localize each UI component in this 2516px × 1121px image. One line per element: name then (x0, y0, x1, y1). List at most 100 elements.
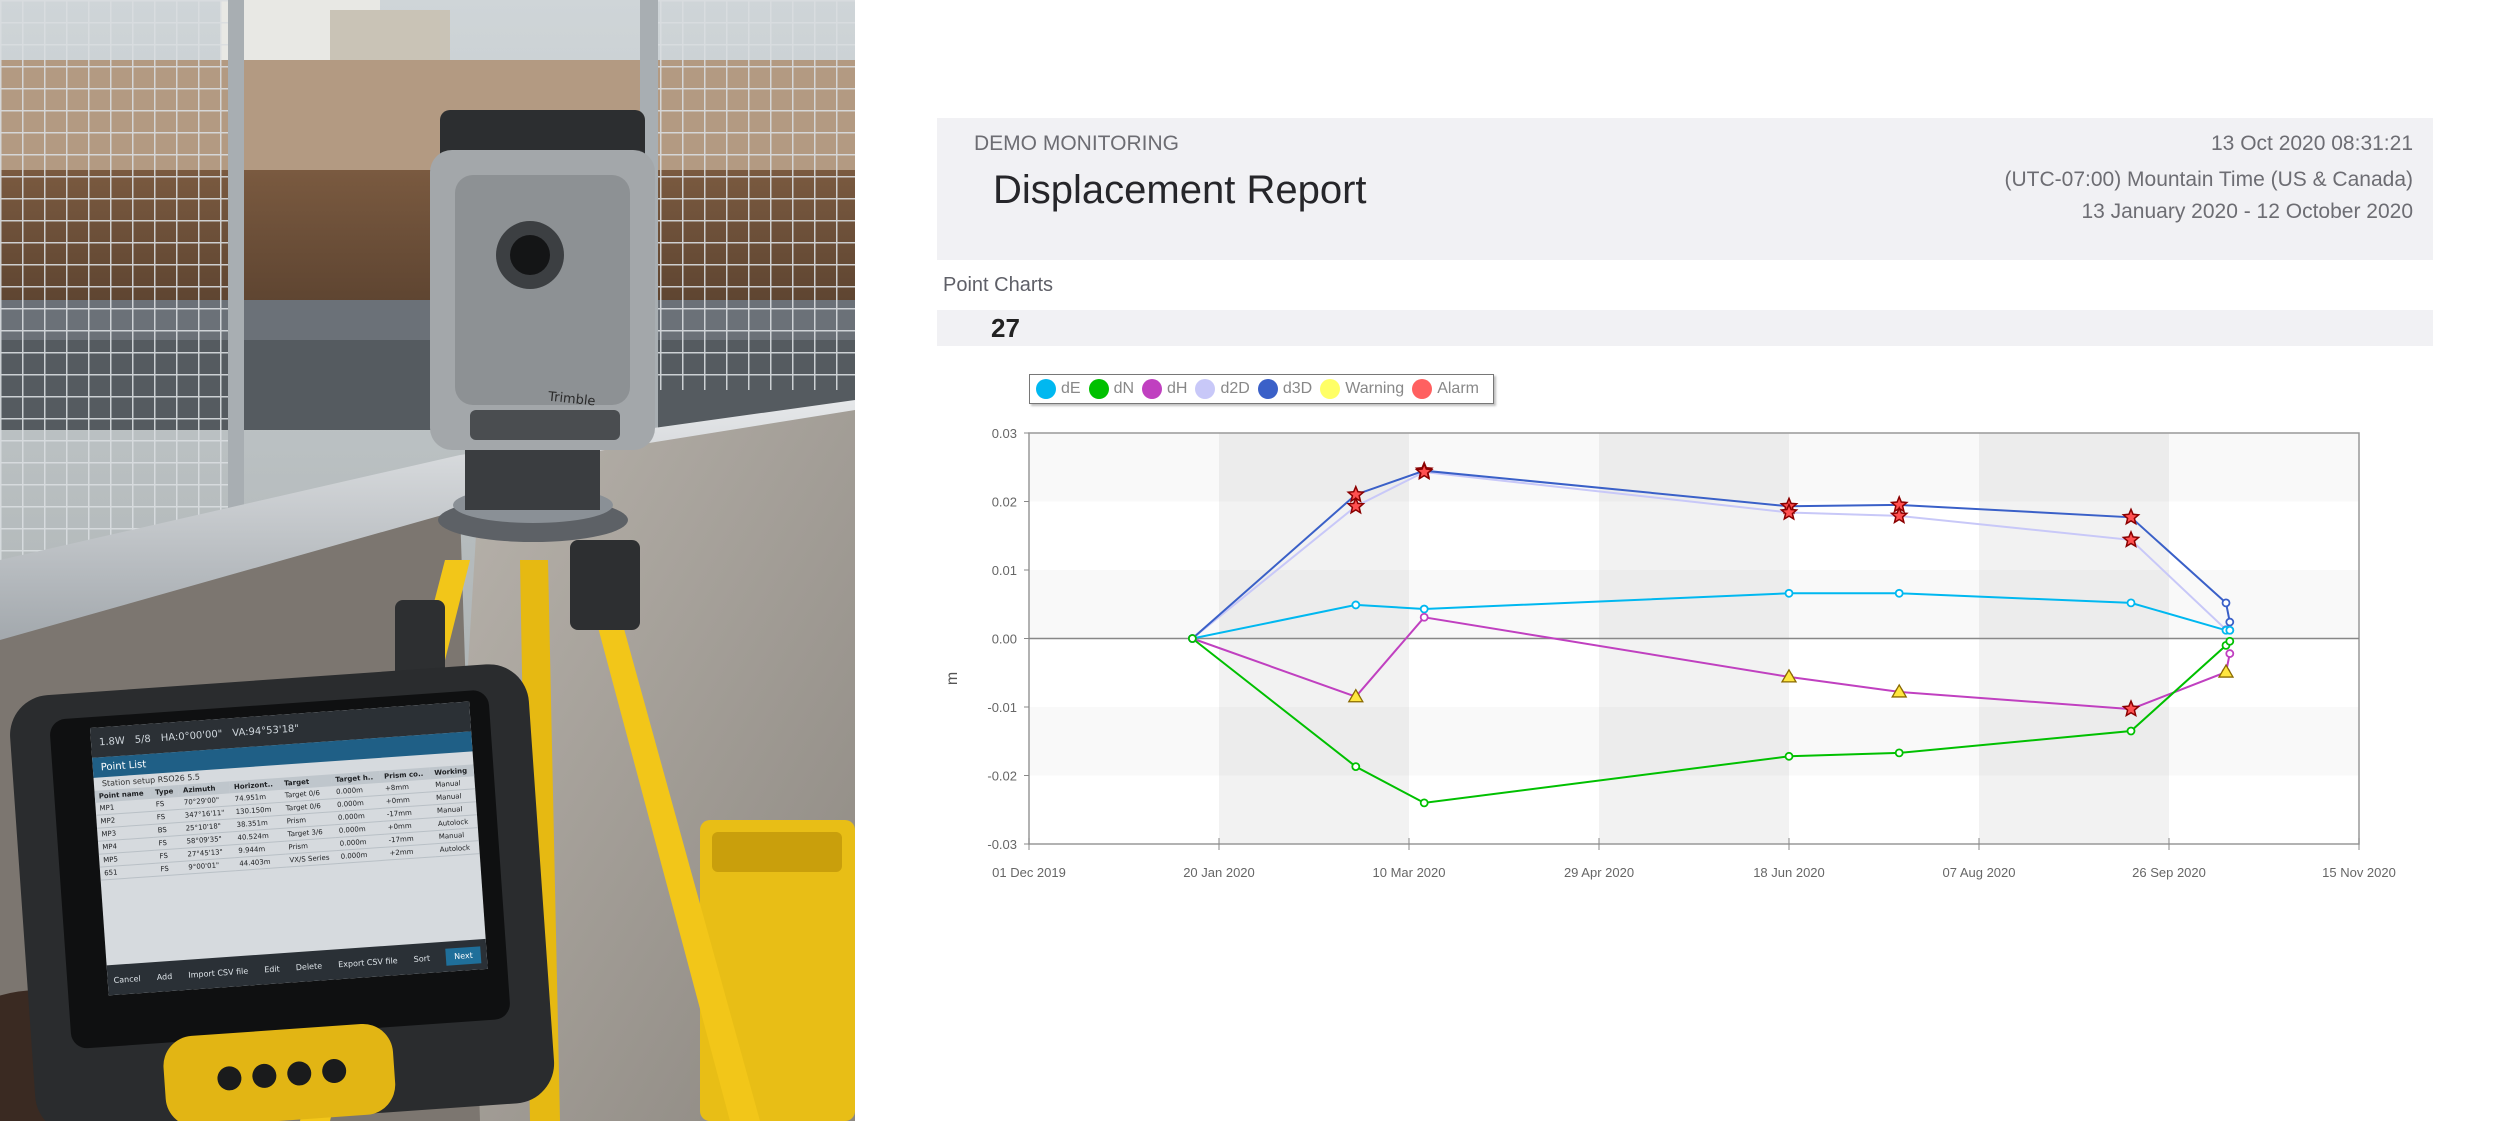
alarm-marker (1779, 502, 1799, 521)
data-point-dn (1187, 634, 1197, 643)
table-cell: Autolock (435, 840, 480, 857)
softkey-cancel[interactable]: Cancel (113, 973, 141, 985)
data-point-dn (1784, 751, 1794, 761)
legend-item-dn[interactable]: dN (1088, 379, 1135, 399)
plot-band-h (1029, 433, 2359, 502)
series-line-d3d (1191, 469, 2231, 640)
alarm-marker (1414, 462, 1434, 481)
legend-swatch (1257, 379, 1278, 399)
report-date-range: 13 January 2020 - 12 October 2020 (2081, 200, 2413, 223)
data-point-dn (2225, 636, 2235, 646)
legend-item-dh[interactable]: dH (1142, 379, 1187, 399)
table-cell: 44.403m (234, 854, 286, 871)
data-point-de (1784, 588, 1794, 598)
status-va: VA:94°53'18" (231, 722, 300, 739)
report-datetime: 13 Oct 2020 08:31:21 (2211, 132, 2413, 155)
status-ha: HA:0°00'00" (160, 728, 223, 744)
table-cell: FS (155, 861, 185, 877)
point-id: 27 (937, 310, 2433, 346)
table-cell: 9°00'01" (183, 857, 236, 875)
alarm-marker (2121, 699, 2141, 718)
legend-label: Warning (1345, 380, 1405, 397)
series-line-dn (1191, 637, 2231, 804)
x-tick-label: 01 Dec 2019 (992, 865, 1066, 880)
table-cell: VX/S Series (284, 850, 338, 868)
warning-marker (1780, 668, 1798, 683)
legend-item-warning[interactable]: Warning (1320, 379, 1404, 399)
softkey-add[interactable]: Add (156, 971, 173, 982)
series-line-de (1192, 592, 2230, 640)
company-name: DEMO MONITORING (974, 132, 1179, 155)
x-tick-label: 15 Nov 2020 (2322, 865, 2396, 880)
y-tick-label: 0.03 (992, 426, 1017, 441)
y-axis-label: m (944, 672, 961, 685)
x-tick-label: 10 Mar 2020 (1373, 865, 1446, 880)
section-title: Point Charts (937, 260, 2433, 310)
x-tick-label: 26 Sep 2020 (2132, 865, 2206, 880)
plot-band-h (1029, 707, 2359, 776)
status-power: 1.8W (98, 735, 126, 748)
legend-swatch (1320, 379, 1341, 399)
y-tick-label: 0.00 (992, 632, 1017, 647)
chart-legend: dE dN dH d2D d3D Warning Alarm (1029, 374, 1494, 404)
table-cell: 0.000m (336, 847, 387, 864)
data-point-dn (1894, 748, 1904, 758)
photo-scene (0, 0, 855, 1121)
y-tick-label: 0.02 (992, 495, 1017, 510)
softkey-edit[interactable]: Edit (263, 963, 281, 974)
x-tick-label: 29 Apr 2020 (1564, 865, 1634, 880)
legend-label: dN (1113, 380, 1135, 397)
data-point-de (1351, 600, 1361, 610)
legend-item-d2d[interactable]: d2D (1195, 379, 1250, 399)
legend-swatch (1036, 379, 1056, 399)
displacement-chart: 0.03 0.02 0.01 0.00 -0.01 -0.02 -0.03 01 Dec 20… (944, 426, 2396, 880)
x-tick-label: 07 Aug 2020 (1942, 865, 2015, 880)
y-tick-label: 0.01 (992, 563, 1017, 578)
status-prism: 5/8 (134, 733, 152, 746)
softkey-next[interactable]: Next (445, 945, 482, 966)
legend-swatch (1195, 379, 1216, 399)
alarm-marker (1346, 496, 1366, 515)
series-line-dh (1192, 616, 2231, 711)
softkey-delete[interactable]: Delete (295, 960, 323, 972)
data-point-dn (1351, 762, 1361, 771)
y-tick-label: -0.03 (987, 837, 1017, 852)
legend-swatch (1088, 379, 1109, 399)
plot-band-h (1029, 570, 2359, 639)
legend-swatch (1142, 379, 1163, 399)
warning-marker (1891, 683, 1908, 698)
legend-label: d3D (1282, 380, 1313, 397)
warning-marker (2217, 663, 2235, 678)
controller-screen: 1.8W 5/8 HA:0°00'00" VA:94°53'18" Point … (90, 701, 488, 996)
alarm-marker (1889, 505, 1909, 524)
data-point-dh (2225, 649, 2235, 658)
table-cell: 651 (99, 863, 157, 881)
data-point-dn (1419, 798, 1429, 808)
softkey-sort[interactable]: Sort (413, 953, 431, 964)
legend-label: dH (1167, 380, 1188, 397)
data-point-dh (1419, 612, 1429, 622)
softkey-import-csv-file[interactable]: Import CSV file (188, 966, 249, 980)
data-point-de (1894, 588, 1904, 598)
legend-label: dE (1061, 380, 1081, 397)
data-point-dn (2126, 726, 2136, 736)
report-header: DEMO MONITORING Displacement Report 13 O… (937, 118, 2433, 260)
table-cell: +2mm (385, 843, 437, 861)
legend-label: d2D (1220, 380, 1250, 397)
data-point-de (2225, 625, 2235, 635)
displacement-report: DEMO MONITORING Displacement Report 13 O… (937, 118, 2433, 880)
x-tick-label: 20 Jan 2020 (1183, 865, 1255, 880)
legend-item-de[interactable]: dE (1036, 379, 1081, 399)
y-tick-label: -0.02 (987, 769, 1017, 784)
y-tick-label: -0.01 (987, 700, 1017, 715)
legend-item-d3d[interactable]: d3D (1257, 379, 1313, 399)
legend-item-alarm[interactable]: Alarm (1412, 379, 1479, 399)
legend-label: Alarm (1437, 380, 1479, 397)
report-title: Displacement Report (993, 168, 1367, 212)
x-tick-label: 18 Jun 2020 (1753, 865, 1825, 880)
data-point-d3d (2221, 598, 2231, 608)
report-timezone: (UTC-07:00) Mountain Time (US & Canada) (2004, 168, 2414, 191)
softkey-export-csv-file[interactable]: Export CSV file (337, 955, 398, 969)
series-line-d2d (1191, 470, 2230, 640)
warning-marker (1347, 688, 1364, 703)
